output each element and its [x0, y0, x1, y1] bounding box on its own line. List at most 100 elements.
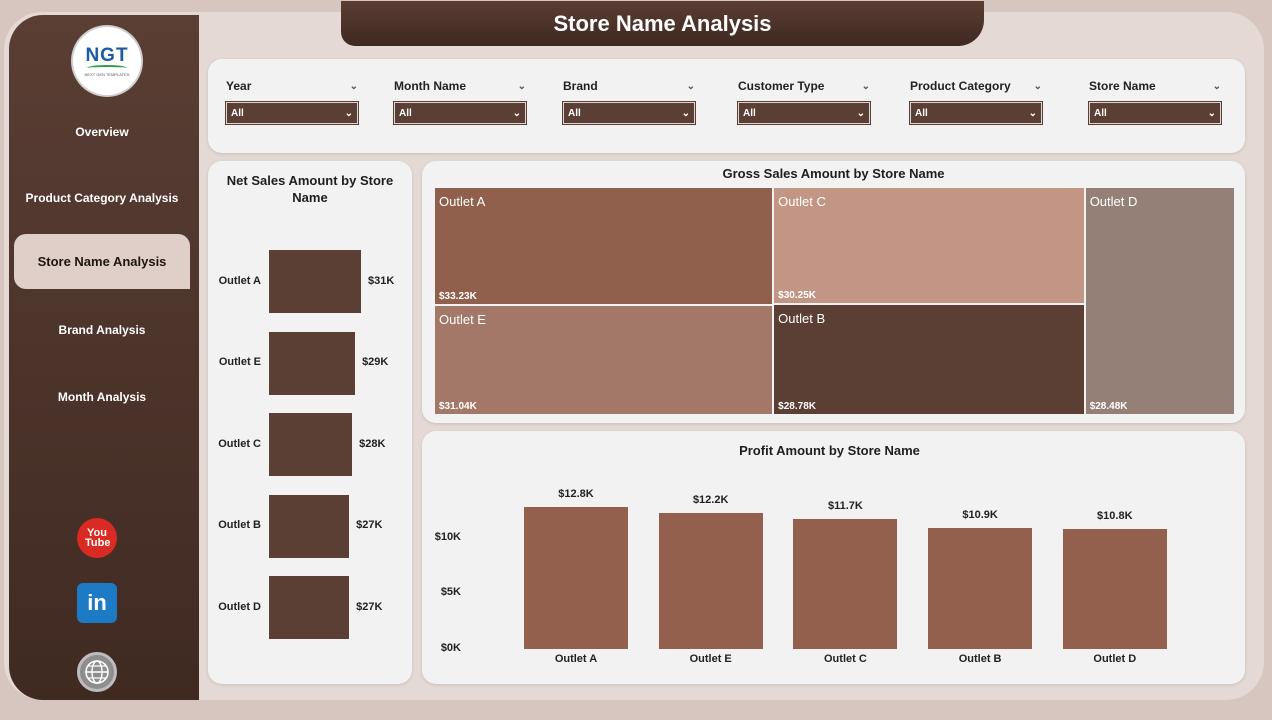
sidebar-item-store-name-analysis[interactable]: Store Name Analysis	[14, 234, 190, 289]
bar[interactable]	[793, 519, 898, 649]
treemap-tile-value: $31.04K	[439, 400, 477, 412]
chevron-down-icon[interactable]: ⌄	[861, 80, 870, 92]
y-axis-tick-label: $10K	[434, 530, 461, 543]
sidebar-item-label: Store Name Analysis	[37, 254, 167, 269]
filter-label: Customer Type	[738, 79, 825, 93]
select-value: All	[568, 107, 581, 119]
year-select[interactable]: All ⌄	[226, 102, 358, 124]
bar[interactable]	[1062, 529, 1167, 649]
select-value: All	[915, 107, 928, 119]
treemap-tile-label: Outlet D	[1089, 194, 1138, 209]
chevron-down-icon[interactable]: ⌄	[349, 80, 358, 92]
bar[interactable]	[658, 513, 763, 649]
youtube-icon[interactable]: You Tube	[77, 518, 117, 558]
globe-icon-svg	[85, 660, 109, 684]
bar-value-label: $31K	[368, 274, 395, 287]
chevron-down-icon: ⌄	[344, 107, 353, 119]
brand-select[interactable]: All ⌄	[563, 102, 695, 124]
ngt-logo[interactable]: NGT NEXT GEN TEMPLATES	[73, 27, 141, 95]
bar-value-label: $10.9K	[962, 508, 998, 521]
filter-label: Year	[226, 79, 252, 93]
bar[interactable]	[524, 506, 628, 649]
filter-brand: Brand ⌄ All ⌄	[563, 78, 695, 124]
filter-label-row: Product Category ⌄	[910, 78, 1042, 94]
product-category-select[interactable]: All ⌄	[910, 102, 1042, 124]
treemap-tile-label: Outlet C	[778, 194, 826, 209]
bar-value-label: $12.2K	[692, 494, 729, 507]
x-axis-category-label: Outlet A	[554, 653, 598, 665]
sidebar-item-month-analysis[interactable]: Month Analysis	[14, 385, 190, 409]
chevron-down-icon[interactable]: ⌄	[517, 80, 526, 92]
linkedin-text: in	[87, 590, 107, 615]
sidebar-item-label: Overview	[75, 125, 129, 139]
gross-sales-chart-title: Gross Sales Amount by Store Name	[722, 166, 945, 181]
chevron-down-icon: ⌄	[1028, 107, 1037, 119]
bar-category-label: Outlet D	[218, 600, 261, 613]
select-value: All	[399, 107, 412, 119]
x-axis-category-label: Outlet B	[958, 653, 1002, 665]
bar-value-label: $28K	[359, 437, 386, 450]
bar-value-label: $27K	[356, 519, 383, 531]
select-value: All	[1094, 107, 1107, 119]
bar[interactable]	[269, 331, 356, 395]
sidebar: NGT NEXT GEN TEMPLATES Overview Product …	[9, 15, 199, 700]
filter-year: Year ⌄ All ⌄	[226, 78, 358, 124]
y-axis-tick-label: $5K	[440, 586, 461, 599]
logo-swoosh	[87, 65, 127, 71]
treemap-tile-value: $30.25K	[778, 289, 816, 301]
filter-label: Product Category	[910, 79, 1011, 93]
treemap-tile-value: $33.23K	[439, 290, 477, 302]
filter-label-row: Customer Type ⌄	[738, 78, 870, 94]
bar-value-label: $10.8K	[1097, 510, 1133, 522]
store-name-select[interactable]: All ⌄	[1089, 102, 1221, 124]
filter-customer-type: Customer Type ⌄ All ⌄	[738, 78, 870, 124]
chevron-down-icon[interactable]: ⌄	[686, 80, 695, 92]
treemap-tile-label: Outlet B	[778, 310, 826, 326]
bar-value-label: $27K	[356, 600, 383, 613]
bar[interactable]	[269, 576, 350, 639]
globe-www-icon[interactable]	[77, 652, 117, 692]
filter-label: Brand	[563, 79, 598, 93]
sidebar-item-product-category-analysis[interactable]: Product Category Analysis	[14, 186, 190, 210]
treemap-tile[interactable]: Outlet D $28.48K	[1085, 188, 1234, 414]
chevron-down-icon[interactable]: ⌄	[1212, 80, 1221, 92]
filter-month-name: Month Name ⌄ All ⌄	[394, 78, 526, 124]
month-name-select[interactable]: All ⌄	[394, 102, 526, 124]
bar[interactable]	[269, 250, 361, 313]
sidebar-item-brand-analysis[interactable]: Brand Analysis	[14, 318, 190, 342]
filter-label-row: Brand ⌄	[563, 78, 695, 94]
sidebar-item-label: Product Category Analysis	[25, 191, 179, 205]
treemap-tile[interactable]: Outlet C $30.25K	[774, 188, 1084, 303]
filters-panel	[208, 59, 1245, 153]
select-value: All	[743, 107, 756, 119]
select-value: All	[231, 107, 244, 119]
chevron-down-icon: ⌄	[856, 107, 865, 119]
customer-type-select[interactable]: All ⌄	[738, 102, 870, 124]
chevron-down-icon: ⌄	[1207, 107, 1216, 119]
filter-label-row: Year ⌄	[226, 78, 358, 94]
x-axis-category-label: Outlet E	[689, 653, 732, 665]
treemap-tile[interactable]: Outlet B $28.78K	[774, 304, 1084, 414]
filter-label: Store Name	[1089, 79, 1156, 93]
logo-subtext: NEXT GEN TEMPLATES	[84, 72, 130, 77]
treemap-tile[interactable]: Outlet E $31.04K	[435, 305, 773, 414]
sidebar-item-label: Month Analysis	[57, 390, 147, 404]
bar[interactable]	[269, 494, 350, 558]
net-sales-chart-title: Net Sales Amount by Store Name	[226, 173, 394, 205]
treemap-tile[interactable]: Outlet A $33.23K	[435, 188, 773, 304]
bar-value-label: $29K	[362, 356, 389, 368]
logo-text: NGT	[85, 45, 129, 66]
bar[interactable]	[928, 527, 1033, 649]
sidebar-item-label: Brand Analysis	[58, 323, 146, 337]
chevron-down-icon[interactable]: ⌄	[1033, 80, 1042, 92]
bar-value-label: $12.8K	[558, 487, 594, 500]
youtube-text: You Tube	[85, 527, 111, 549]
y-axis-tick-label: $0K	[440, 642, 461, 654]
filter-label-row: Store Name ⌄	[1089, 78, 1221, 94]
filter-label-row: Month Name ⌄	[394, 78, 526, 94]
bar[interactable]	[269, 413, 353, 476]
linkedin-icon[interactable]: in	[77, 583, 117, 623]
filter-product-category: Product Category ⌄ All ⌄	[910, 78, 1042, 124]
sidebar-item-overview[interactable]: Overview	[14, 120, 190, 144]
bar-value-label: $11.7K	[827, 500, 863, 512]
